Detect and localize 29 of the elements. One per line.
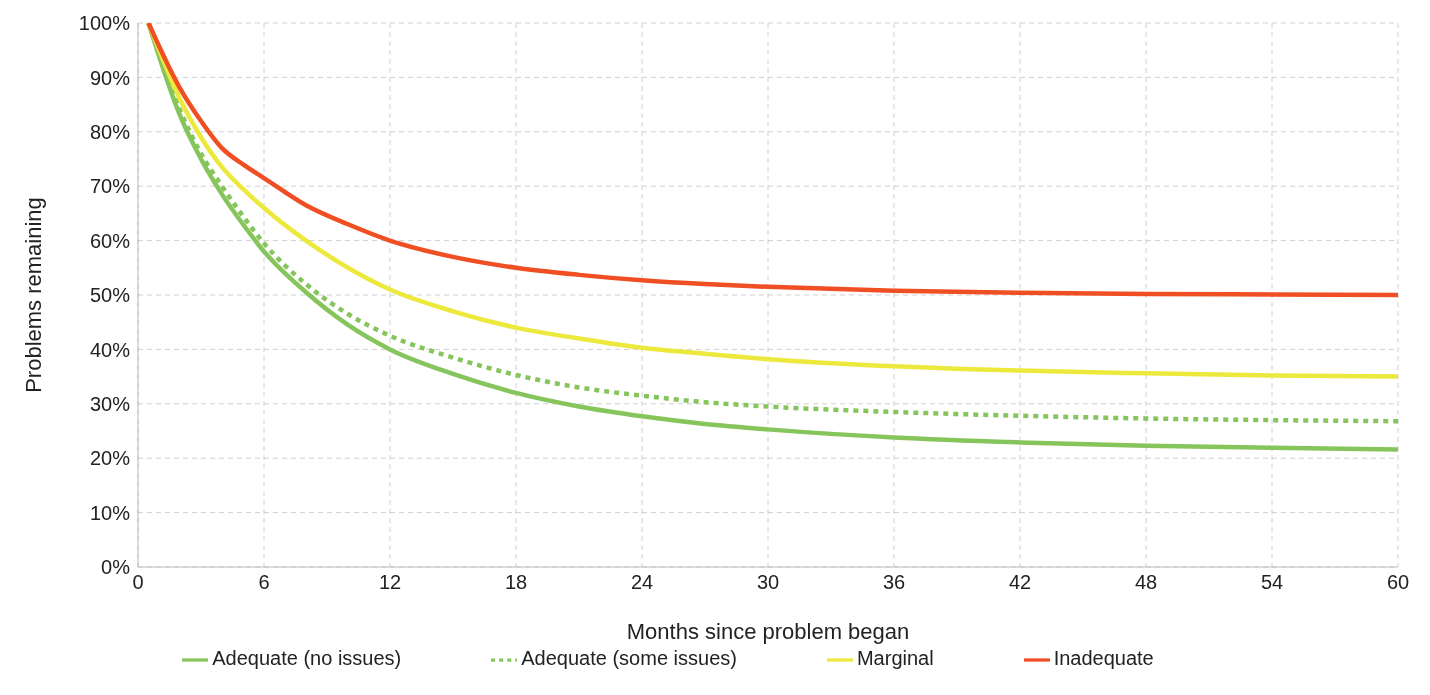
x-tick-label: 36 [882, 571, 906, 594]
x-tick-label: 0 [132, 571, 144, 594]
legend-label: Adequate (no issues) [212, 647, 402, 670]
x-tick-label: 18 [504, 571, 528, 594]
y-tick-label: 30% [89, 392, 131, 415]
y-tick-label: 60% [89, 229, 131, 252]
x-tick-label: 60 [1386, 571, 1410, 594]
y-tick-label: 10% [89, 501, 131, 524]
x-tick-label: 6 [258, 571, 270, 594]
x-tick-label: 24 [630, 571, 654, 594]
y-tick-label: 50% [89, 284, 131, 307]
y-tick-label: 90% [89, 66, 131, 89]
legend-label: Adequate (some issues) [521, 647, 737, 670]
y-tick-label: 40% [89, 338, 131, 361]
y-tick-label: 20% [89, 447, 131, 470]
x-tick-label: 54 [1260, 571, 1284, 594]
y-axis-title: Problems remaining [20, 197, 46, 393]
x-tick-label: 48 [1134, 571, 1158, 594]
y-tick-label: 100% [78, 12, 131, 35]
legend-label: Inadequate [1053, 647, 1154, 670]
x-tick-label: 30 [756, 571, 780, 594]
y-tick-label: 80% [89, 120, 131, 143]
legend-label: Marginal [856, 647, 934, 670]
x-axis-title: Months since problem began [626, 619, 910, 644]
x-tick-label: 42 [1008, 571, 1032, 594]
x-tick-label: 12 [378, 571, 402, 594]
line-series [146, 23, 1398, 298]
y-tick-label: 70% [89, 175, 131, 198]
y-tick-label: 0% [101, 556, 131, 579]
